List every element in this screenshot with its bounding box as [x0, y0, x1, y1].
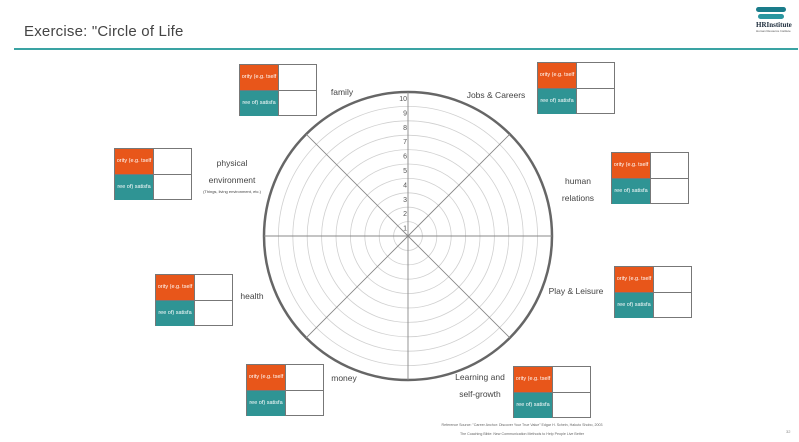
priority-cell: ority (e.g. tself: [247, 365, 285, 390]
score-box-play-leisure: ority (e.g. tself ree of) satisfa: [614, 266, 692, 318]
wheel-scale: 1 2 3 4 5 6 7 8 9 10: [399, 96, 407, 233]
wheel-scale-label: 1: [403, 226, 407, 233]
satisfaction-input[interactable]: [194, 301, 232, 326]
score-box-jobs-careers: ority (e.g. tself ree of) satisfa: [537, 62, 615, 114]
priority-input[interactable]: [194, 275, 232, 300]
segment-label-money: money: [331, 373, 357, 383]
satisfaction-input[interactable]: [153, 175, 191, 200]
wheel-scale-label: 2: [403, 211, 407, 218]
wheel-spoke: [407, 133, 511, 237]
segment-label-line: Learning and: [455, 372, 505, 382]
wheel-scale-label: 6: [403, 154, 407, 161]
segment-label-note: (Things, living environment, etc.): [203, 189, 261, 194]
wheel-spokes: [264, 92, 552, 380]
satisfaction-input[interactable]: [650, 179, 688, 204]
satisfaction-input[interactable]: [278, 91, 316, 116]
satisfaction-cell: ree of) satisfa: [247, 391, 285, 416]
segment-label-learning: Learning and self-growth: [449, 369, 511, 403]
segment-label-line: physical: [216, 158, 248, 168]
reference-source-2: The Coaching Bible: New Communication Me…: [459, 432, 585, 436]
wheel-spoke: [407, 235, 511, 339]
wheel-spoke: [305, 133, 409, 237]
satisfaction-cell: ree of) satisfa: [156, 301, 194, 326]
satisfaction-input[interactable]: [285, 391, 323, 416]
satisfaction-cell: ree of) satisfa: [240, 91, 278, 116]
segment-label-line: human: [565, 176, 591, 186]
segment-label-line: self-growth: [459, 389, 501, 399]
segment-label-physical-environment: physical environment (Things, living env…: [192, 155, 272, 195]
score-box-money: ority (e.g. tself ree of) satisfa: [246, 364, 324, 416]
wheel-scale-label: 5: [403, 168, 407, 175]
satisfaction-cell: ree of) satisfa: [115, 175, 153, 200]
segment-label-play-leisure: Play & Leisure: [548, 286, 604, 296]
logo-tagline: Human Resource Institute: [756, 29, 791, 33]
wheel-scale-label: 8: [403, 125, 407, 132]
priority-input[interactable]: [576, 63, 614, 88]
priority-input[interactable]: [278, 65, 316, 90]
logo-wave-icon: [758, 14, 784, 19]
priority-cell: ority (e.g. tself: [514, 367, 552, 392]
priority-cell: ority (e.g. tself: [156, 275, 194, 300]
segment-label-jobs-careers: Jobs & Careers: [466, 90, 526, 100]
reference-source: Reference Source: "Career Anchor: Discov…: [441, 423, 603, 427]
priority-input[interactable]: [285, 365, 323, 390]
score-box-health: ority (e.g. tself ree of) satisfa: [155, 274, 233, 326]
satisfaction-cell: ree of) satisfa: [615, 293, 653, 318]
priority-input[interactable]: [153, 149, 191, 174]
segment-label-line: environment: [208, 175, 256, 185]
satisfaction-input[interactable]: [552, 393, 590, 418]
priority-input[interactable]: [650, 153, 688, 178]
segment-label-family: family: [330, 87, 354, 97]
wheel-scale-label: 4: [403, 182, 407, 189]
wheel-scale-label: 10: [399, 96, 407, 103]
segment-label-human-relations: human relations: [558, 173, 598, 207]
score-box-learning: ority (e.g. tself ree of) satisfa: [513, 366, 591, 418]
priority-cell: ority (e.g. tself: [538, 63, 576, 88]
segment-label-line: relations: [561, 193, 595, 203]
priority-cell: ority (e.g. tself: [612, 153, 650, 178]
logo-wave-icon: [756, 7, 786, 12]
score-box-physical-environment: ority (e.g. tself ree of) satisfa: [114, 148, 192, 200]
satisfaction-input[interactable]: [576, 89, 614, 114]
score-box-human-relations: ority (e.g. tself ree of) satisfa: [611, 152, 689, 204]
priority-cell: ority (e.g. tself: [115, 149, 153, 174]
segment-label-health: health: [240, 291, 264, 301]
title-divider: [14, 48, 798, 50]
score-box-family: ority (e.g. tself ree of) satisfa: [239, 64, 317, 116]
satisfaction-cell: ree of) satisfa: [514, 393, 552, 418]
hrinstitute-logo: HRInstitute Human Resource Institute: [756, 7, 794, 43]
priority-cell: ority (e.g. tself: [240, 65, 278, 90]
page-title: Exercise: "Circle of Life: [24, 23, 184, 40]
logo-name: HRInstitute: [756, 21, 792, 29]
page-number: 32: [786, 429, 791, 434]
priority-input[interactable]: [552, 367, 590, 392]
satisfaction-cell: ree of) satisfa: [538, 89, 576, 114]
priority-cell: ority (e.g. tself: [615, 267, 653, 292]
wheel-scale-label: 3: [403, 197, 407, 204]
wheel-scale-label: 9: [403, 110, 407, 117]
satisfaction-input[interactable]: [653, 293, 691, 318]
priority-input[interactable]: [653, 267, 691, 292]
satisfaction-cell: ree of) satisfa: [612, 179, 650, 204]
wheel-spoke: [305, 235, 409, 339]
wheel-scale-label: 7: [403, 139, 407, 146]
